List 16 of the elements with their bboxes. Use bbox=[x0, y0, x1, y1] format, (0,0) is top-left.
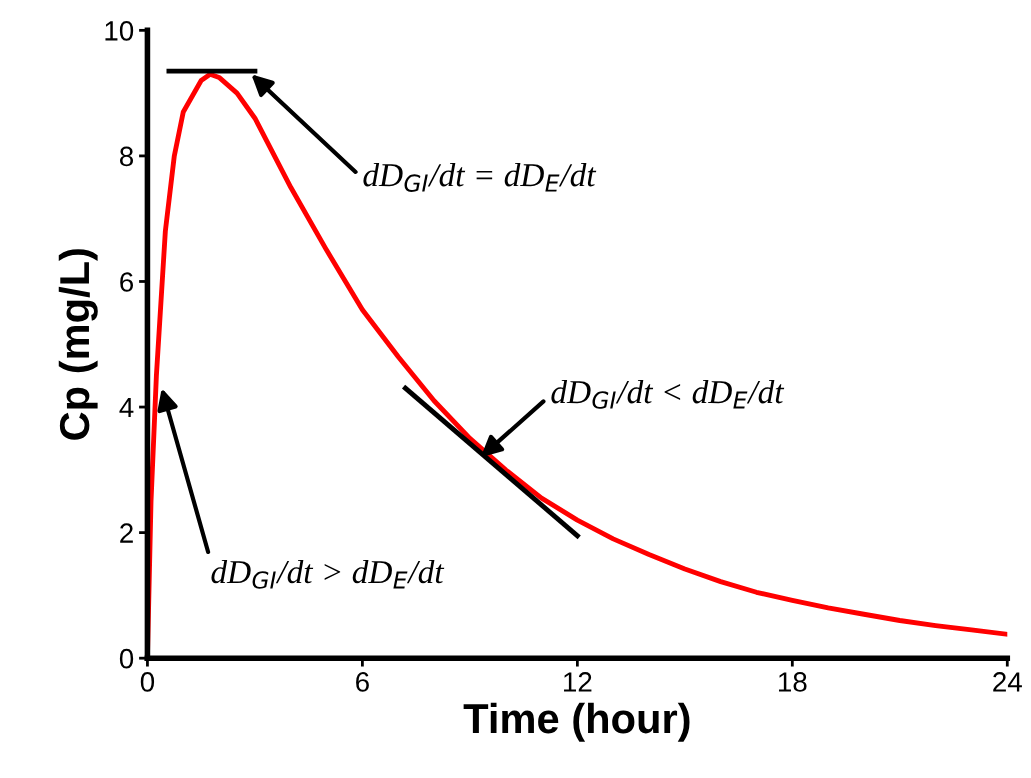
x-tick-label: 12 bbox=[564, 672, 592, 692]
x-tick-label: 18 bbox=[778, 672, 807, 692]
y-axis-title: Cp (mg/L) bbox=[58, 249, 98, 440]
annotation: dD$_{GI}$/dt < dD$_{E}$/dt bbox=[551, 379, 785, 409]
y-tick-label: 10 bbox=[105, 21, 134, 41]
y-tick-label: 0 bbox=[119, 648, 134, 669]
annotation: dD$_{GI}$/dt > dD$_{E}$/dt bbox=[211, 559, 445, 589]
y-tick-label: 2 bbox=[120, 523, 133, 543]
x-tick-label: 0 bbox=[140, 672, 155, 692]
y-tick-label: 8 bbox=[120, 146, 134, 167]
y-tick-label: 6 bbox=[120, 272, 134, 292]
x-axis-title: Time (hour) bbox=[463, 702, 690, 742]
x-tick-label: 24 bbox=[993, 672, 1022, 692]
x-tick-label: 6 bbox=[356, 672, 369, 692]
annotation: dD$_{GI}$/dt = dD$_{E}$/dt bbox=[363, 162, 597, 192]
y-tick-label: 4 bbox=[119, 398, 134, 418]
